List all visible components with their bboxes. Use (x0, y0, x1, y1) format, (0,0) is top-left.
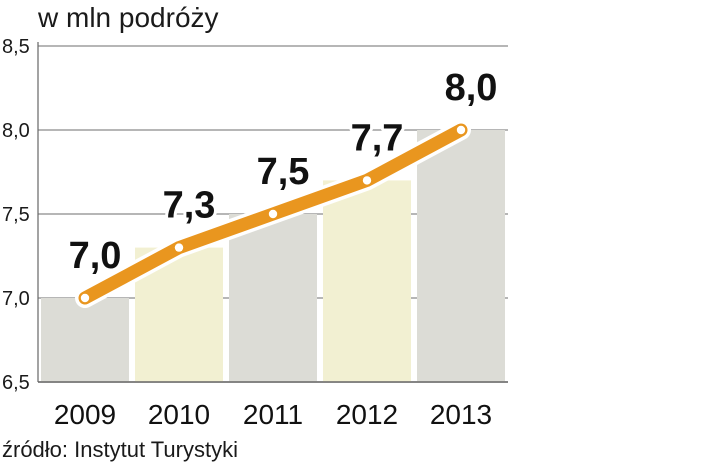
data-point-2013 (456, 125, 466, 135)
data-point-2009 (80, 293, 90, 303)
data-point-2010 (174, 243, 184, 252)
x-tick-label: 2010 (148, 399, 210, 430)
x-tick-label: 2011 (243, 399, 303, 430)
data-label-layer: 7,0 7,3 7,5 7,7 8,0 (66, 64, 501, 280)
bar-2009 (41, 298, 129, 382)
bar-2012 (323, 180, 411, 382)
x-tick-label: 2013 (430, 399, 492, 430)
y-tick-label: 7,0 (2, 288, 30, 310)
unit-label: w mln podróży (38, 2, 219, 33)
x-tick-label: 2009 (54, 399, 116, 430)
y-tick-label: 6,5 (2, 372, 30, 394)
data-label-2011: 7,5 (257, 151, 310, 193)
axis-layer: 6,5 7,0 7,5 8,0 8,5 2009 2010 2011 2012 2013 (2, 36, 508, 430)
source-note: źródło: Instytut Turystyki (2, 437, 238, 462)
data-point-2011 (268, 209, 278, 219)
data-point-2012 (362, 176, 372, 185)
x-tick-label: 2012 (336, 399, 398, 430)
bar-2013 (417, 130, 505, 382)
y-tick-label: 8,0 (2, 120, 30, 142)
bar-2011 (229, 214, 317, 382)
trend-line-layer (75, 120, 471, 308)
y-tick-label: 8,5 (2, 36, 30, 58)
data-label-2013: 8,0 (445, 67, 498, 109)
data-label-2012: 7,7 (351, 117, 404, 159)
y-tick-label: 7,5 (2, 204, 30, 226)
data-label-2009: 7,0 (69, 235, 122, 277)
data-label-2010: 7,3 (163, 185, 216, 227)
